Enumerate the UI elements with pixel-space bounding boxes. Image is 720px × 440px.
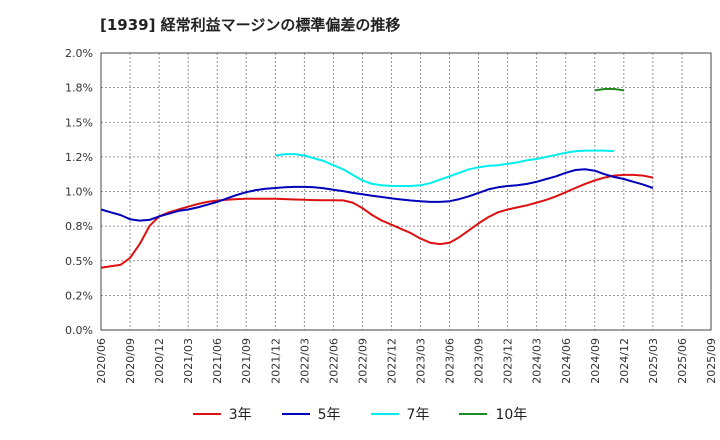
y-tick-label: 1.5%	[65, 116, 93, 129]
x-tick-label: 2024/09	[589, 338, 602, 384]
x-tick-label: 2020/09	[124, 338, 137, 384]
legend-item: 10年	[459, 404, 527, 424]
legend: 3年 5年 7年 10年	[0, 404, 720, 424]
x-tick-label: 2020/12	[153, 338, 166, 384]
y-tick-label: 0.8%	[65, 220, 93, 233]
x-tick-label: 2023/06	[444, 338, 457, 384]
x-tick-label: 2025/06	[676, 338, 689, 384]
legend-label: 5年	[317, 407, 341, 423]
y-tick-label: 1.0%	[65, 186, 93, 199]
legend-item: 3年	[192, 404, 252, 424]
grid	[101, 53, 711, 330]
legend-label: 3年	[228, 407, 252, 423]
x-tick-label: 2022/12	[385, 338, 398, 384]
y-tick-label: 0.2%	[65, 289, 93, 302]
x-tick-label: 2021/12	[269, 338, 282, 384]
legend-label: 7年	[406, 407, 430, 423]
x-tick-label: 2023/03	[415, 338, 428, 384]
x-axis-ticks: 2020/06 2020/09 2020/12 2021/03 2021/06 2021/…	[95, 338, 718, 384]
y-tick-label: 2.0%	[65, 47, 93, 60]
chart-area: 0.0% 0.2% 0.5% 0.8% 1.0% 1.2% 1.5% 1.8% 2.0% 202…	[65, 47, 718, 384]
legend-swatch	[281, 413, 310, 415]
series-line-10年	[594, 88, 625, 92]
chart-title: [1939] 経常利益マージンの標準偏差の推移	[100, 16, 401, 34]
x-tick-label: 2021/03	[182, 338, 195, 384]
x-tick-label: 2024/03	[531, 338, 544, 384]
y-tick-label: 0.5%	[65, 255, 93, 268]
y-tick-label: 1.2%	[65, 151, 93, 164]
legend-item: 5年	[281, 404, 341, 424]
legend-item: 7年	[370, 404, 430, 424]
x-tick-label: 2025/09	[705, 338, 718, 384]
x-tick-label: 2025/03	[647, 338, 660, 384]
series-line-7年	[275, 149, 615, 187]
x-tick-label: 2021/09	[240, 338, 253, 384]
y-tick-label: 1.8%	[65, 82, 93, 95]
legend-swatch	[459, 413, 488, 415]
x-tick-label: 2021/06	[211, 338, 224, 384]
series-lines	[100, 88, 654, 269]
x-tick-label: 2023/09	[473, 338, 486, 384]
x-tick-label: 2024/12	[618, 338, 631, 384]
series-line-5年	[100, 168, 654, 222]
y-tick-label: 0.0%	[65, 324, 93, 337]
y-axis-ticks: 0.0% 0.2% 0.5% 0.8% 1.0% 1.2% 1.5% 1.8% 2.0%	[65, 47, 93, 337]
x-tick-label: 2022/06	[327, 338, 340, 384]
legend-swatch	[192, 413, 221, 415]
x-tick-label: 2024/06	[560, 338, 573, 384]
legend-label: 10年	[495, 407, 528, 423]
x-tick-label: 2022/03	[298, 338, 311, 384]
series-line-3年	[100, 173, 654, 269]
legend-swatch	[370, 413, 399, 415]
x-tick-label: 2020/06	[95, 338, 108, 384]
plot-frame	[100, 52, 712, 331]
x-tick-label: 2022/09	[356, 338, 369, 384]
x-tick-label: 2023/12	[502, 338, 515, 384]
